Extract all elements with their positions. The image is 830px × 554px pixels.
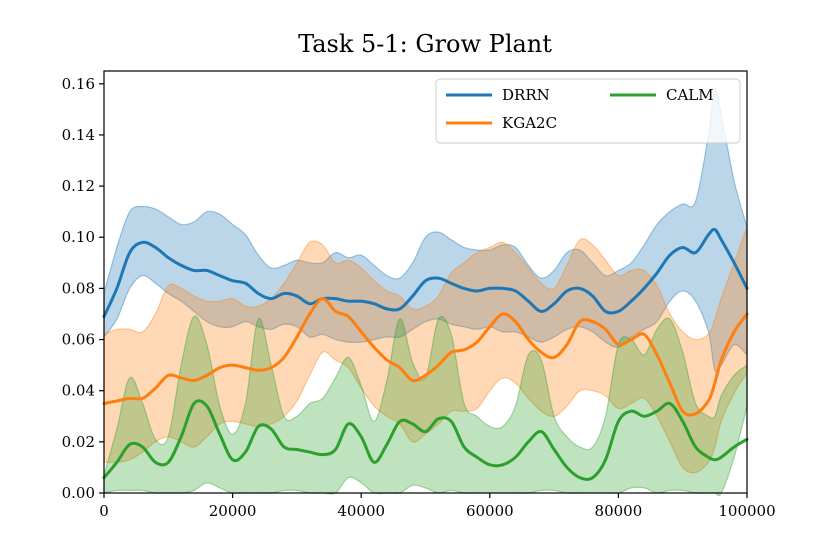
x-axis: 0 20000 40000 60000 80000 100000 — [99, 493, 776, 520]
y-tick-label: 0.10 — [62, 228, 95, 246]
line-drrn — [102, 227, 749, 319]
y-axis: 0.00 0.02 0.04 0.06 0.08 0.10 0.12 0.14 0.16 — [62, 75, 104, 502]
x-tick-label: 80000 — [595, 502, 643, 520]
y-tick-label: 0.02 — [62, 433, 95, 451]
confidence-bands — [103, 87, 748, 497]
chart-title: Task 5-1: Grow Plant — [298, 30, 552, 58]
x-tick-label: 20000 — [209, 502, 257, 520]
x-tick-label: 40000 — [337, 502, 385, 520]
x-tick-label: 100000 — [718, 502, 775, 520]
plot-frame — [103, 70, 748, 494]
y-tick-label: 0.14 — [62, 126, 95, 144]
legend-label-calm: CALM — [666, 86, 714, 104]
y-tick-label: 0.16 — [62, 75, 95, 93]
y-tick-label: 0.06 — [62, 331, 95, 349]
line-calm — [102, 399, 749, 481]
y-tick-label: 0.12 — [62, 177, 95, 195]
series-lines — [102, 227, 749, 481]
legend: DRRN KGA2C CALM — [435, 78, 741, 144]
legend-frame — [435, 78, 741, 144]
y-tick-label: 0.08 — [62, 279, 95, 297]
x-tick-label: 0 — [99, 502, 109, 520]
y-tick-label: 0.04 — [62, 382, 95, 400]
line-kga2c — [102, 297, 749, 417]
y-tick-label: 0.00 — [62, 484, 95, 502]
legend-label-drrn: DRRN — [502, 86, 550, 104]
x-tick-label: 60000 — [466, 502, 514, 520]
legend-label-kga2c: KGA2C — [502, 114, 557, 132]
